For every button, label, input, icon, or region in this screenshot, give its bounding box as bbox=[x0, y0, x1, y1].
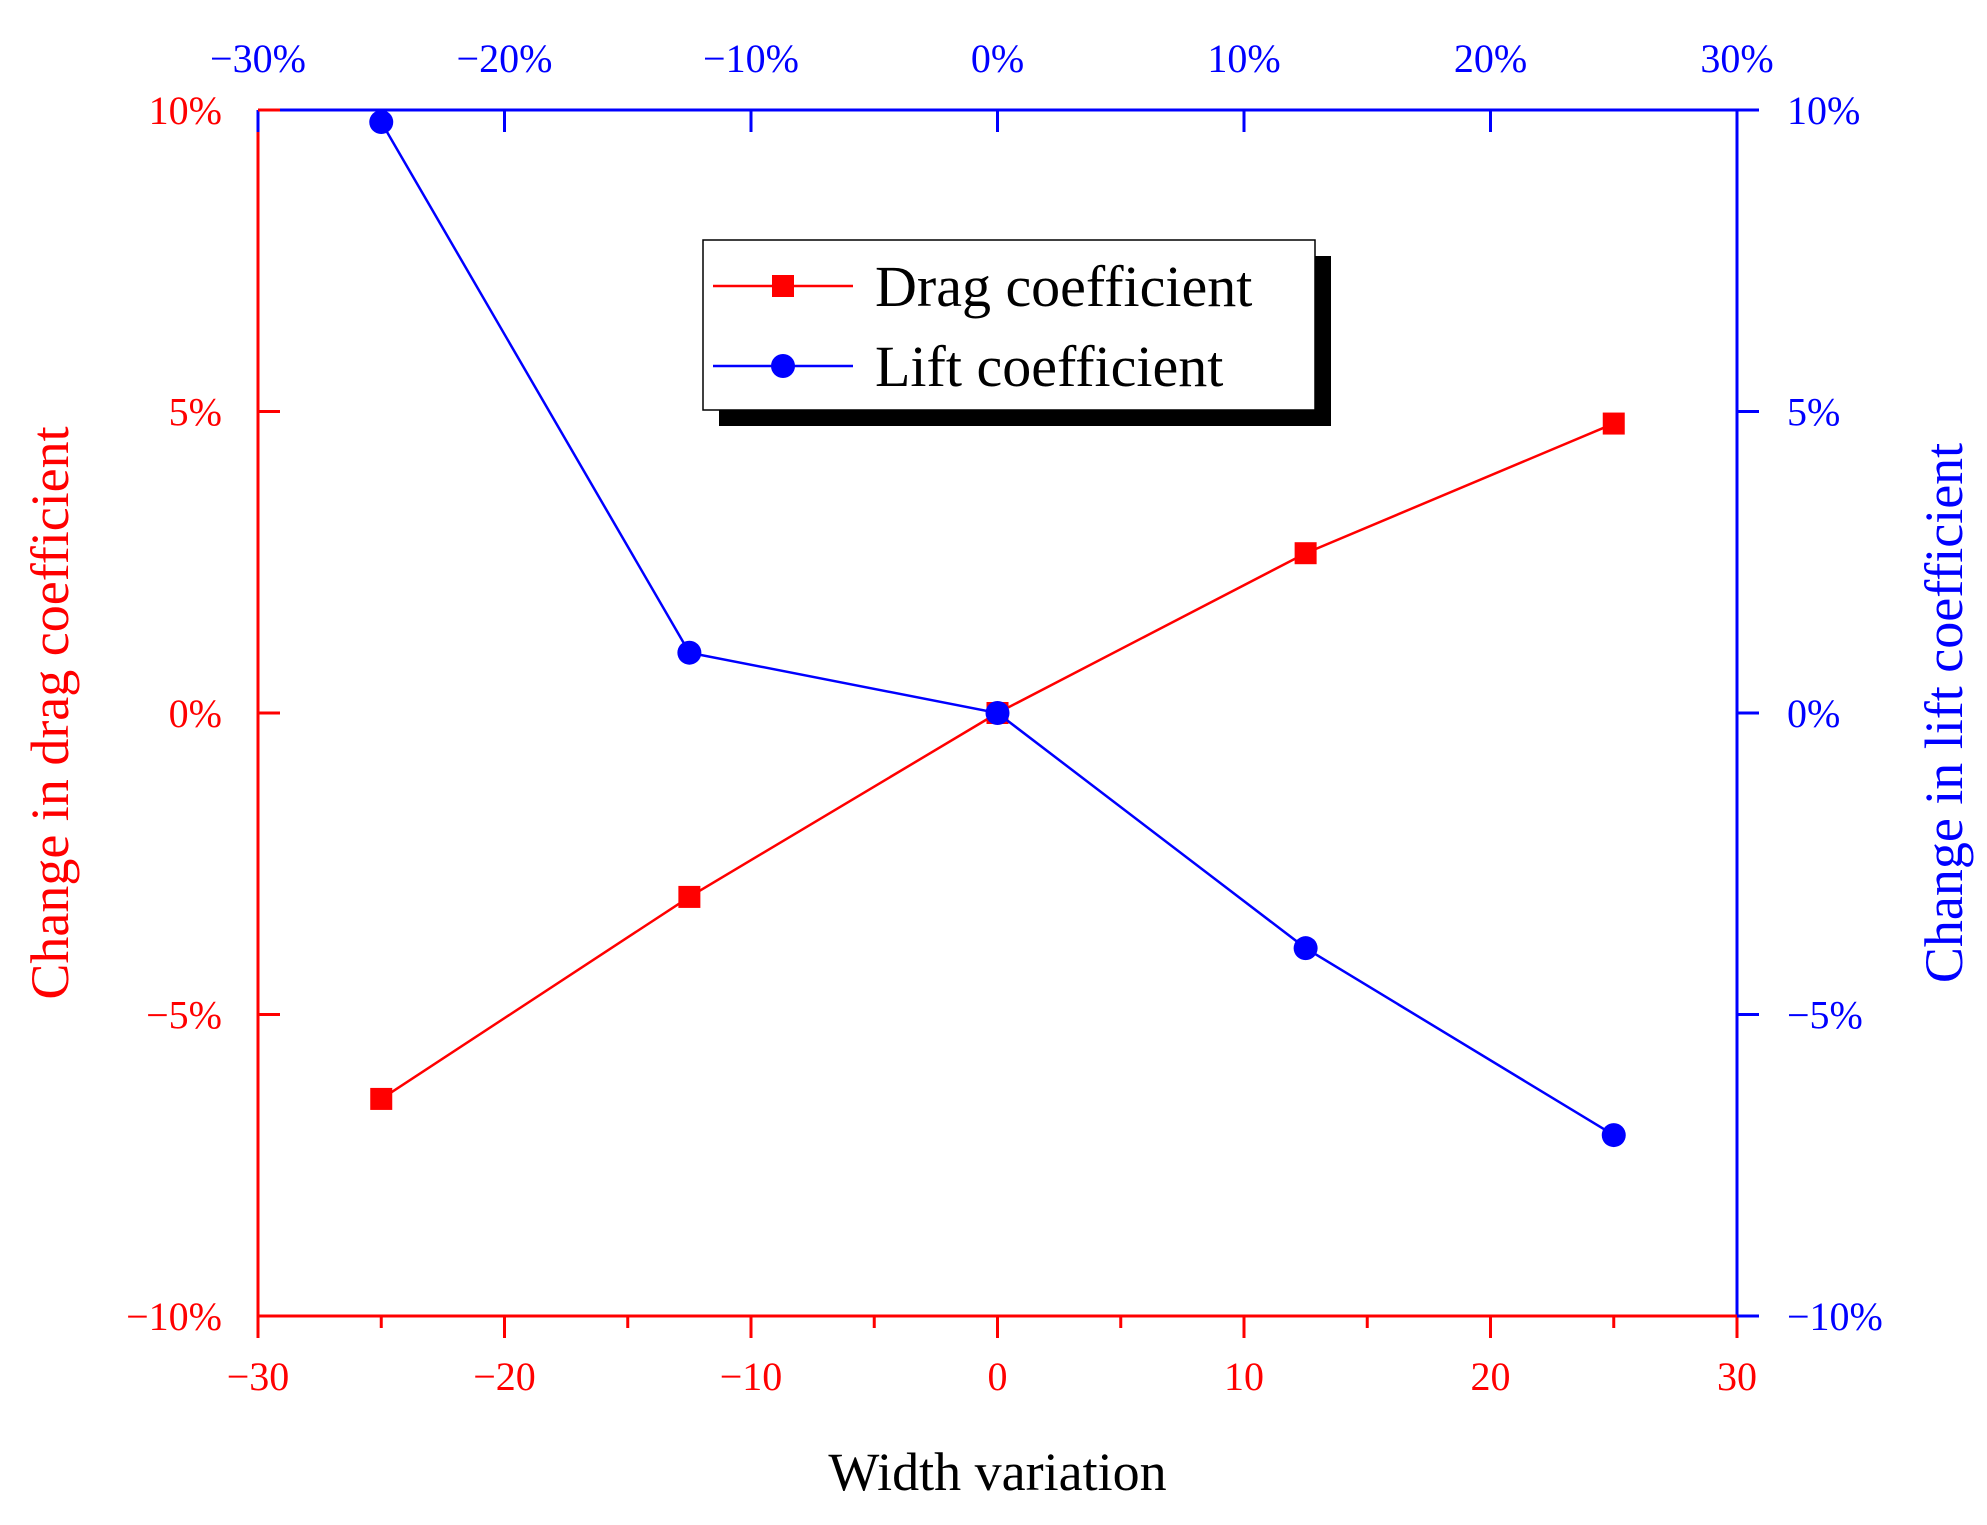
legend-box bbox=[702, 239, 1316, 411]
x-tick-label-bottom: −30 bbox=[227, 1354, 290, 1399]
axes-layer bbox=[256, 108, 1759, 1338]
y-tick-label-right: 0% bbox=[1787, 691, 1840, 736]
y-tick-label-left: −5% bbox=[146, 993, 222, 1038]
x-tick-label-bottom: 0 bbox=[988, 1354, 1008, 1399]
x-tick-label-bottom: −10 bbox=[720, 1354, 783, 1399]
y-axis-title-left: Change in drag coefficient bbox=[20, 426, 80, 999]
y-tick-label-right: −5% bbox=[1787, 993, 1863, 1038]
legend-label: Lift coefficient bbox=[875, 334, 1223, 399]
legend-label: Drag coefficient bbox=[875, 254, 1252, 319]
labels-layer: −30 −20 −10 0 10 20 30 −30% −20% −10% 0% 10% 20% 30% 1… bbox=[20, 36, 1974, 1502]
drag-point bbox=[1294, 542, 1317, 565]
drag-point bbox=[678, 885, 701, 908]
series-layer bbox=[369, 110, 1626, 1148]
x-tick-label-top: 30% bbox=[1700, 36, 1773, 81]
legend: Drag coefficient Lift coefficient bbox=[702, 239, 1331, 426]
x-axis-title: Width variation bbox=[828, 1442, 1166, 1502]
lift-point bbox=[1293, 936, 1318, 961]
x-tick-label-top: −20% bbox=[457, 36, 553, 81]
lift-point bbox=[1601, 1123, 1626, 1148]
y-tick-label-left: 10% bbox=[149, 88, 222, 133]
x-tick-label-top: 0% bbox=[971, 36, 1024, 81]
x-tick-label-top: −10% bbox=[703, 36, 799, 81]
x-tick-label-bottom: −20 bbox=[473, 1354, 536, 1399]
legend-marker-square bbox=[772, 275, 794, 297]
lift-point bbox=[985, 701, 1010, 725]
lift-point bbox=[677, 640, 702, 665]
y-tick-label-left: 0% bbox=[169, 691, 222, 736]
y-tick-label-left: −10% bbox=[126, 1294, 222, 1339]
y-tick-label-left: 5% bbox=[169, 390, 222, 435]
lift-point bbox=[369, 110, 394, 135]
y-axis-title-right: Change in lift coefficient bbox=[1914, 443, 1974, 983]
x-tick-label-top: 20% bbox=[1454, 36, 1527, 81]
y-tick-label-right: 10% bbox=[1787, 88, 1860, 133]
x-tick-label-bottom: 30 bbox=[1717, 1354, 1757, 1399]
y-tick-label-right: −10% bbox=[1787, 1294, 1883, 1339]
drag-point bbox=[1602, 412, 1625, 435]
x-tick-label-bottom: 20 bbox=[1471, 1354, 1511, 1399]
legend-marker-circle bbox=[771, 354, 795, 378]
y-tick-label-right: 5% bbox=[1787, 390, 1840, 435]
x-tick-label-top: 10% bbox=[1207, 36, 1280, 81]
x-tick-label-top: −30% bbox=[210, 36, 306, 81]
drag-point bbox=[370, 1087, 393, 1110]
x-tick-label-bottom: 10 bbox=[1224, 1354, 1264, 1399]
series-line-drag bbox=[380, 422, 1615, 1100]
